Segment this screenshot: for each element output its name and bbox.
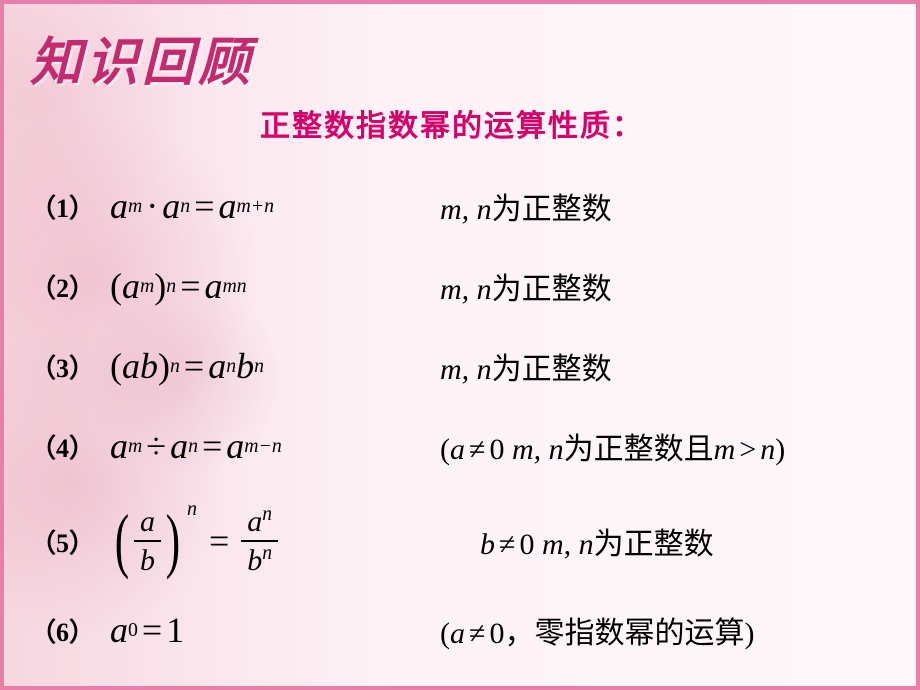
cond-vars: m, n [512,433,564,466]
page-title: 知识回顾 [30,20,890,95]
var-a: a [170,428,188,464]
exp-n: n [262,504,272,525]
var-a: a [122,268,140,304]
formula-6: a0 = 1 [110,612,440,648]
condition-1: m, n为正整数 [440,184,890,228]
var-a: a [205,268,223,304]
var-b: b [247,544,262,577]
zero: 0 [489,433,504,466]
rule-row-5: （5） ( a b ) n = an bn b≠0 m, [30,493,890,589]
rule-row-4: （4） am ÷ an = am−n (a≠0 m, n为正整数且m>n) [30,413,890,479]
var-a: a [247,505,262,538]
cond-vars: m, n [440,353,492,386]
frac-num: a [134,505,161,540]
cond-text: 为正整数 [594,528,714,561]
var-ab: ab [122,348,158,384]
paren-close: ) [154,268,166,304]
one: 1 [166,612,184,648]
neq: ≠ [465,433,489,466]
paren-open: ( [110,348,122,384]
condition-5: b≠0 m, n为正整数 [440,519,890,563]
gt: > [735,433,760,466]
paren-open: ( [440,433,450,466]
paren-open: ( [110,268,122,304]
var-a: a [110,188,128,224]
equals: = [190,188,218,224]
formula-2: (am)n = amn [110,268,440,304]
rule-row-6: （6） a0 = 1 (a≠0，零指数幂的运算) [30,597,890,663]
var-a: a [226,428,244,464]
comma: ， [504,617,534,650]
frac-den: b [134,540,161,577]
div-op: ÷ [142,428,170,464]
row-number: （6） [30,612,110,649]
var-a: a [162,188,180,224]
equals: = [138,612,166,648]
row-number: （5） [30,523,110,560]
condition-2: m, n为正整数 [440,264,890,308]
exp-n: n [262,543,272,564]
formula-5: ( a b ) n = an bn [110,505,440,577]
neq: ≠ [465,617,489,650]
equals: = [176,268,204,304]
exp-n: n [187,499,197,519]
var-a: a [110,612,128,648]
formula-1: am · an = am+n [110,188,440,224]
row-number: （2） [30,268,110,305]
row-number: （3） [30,348,110,385]
dot-op: · [142,188,162,224]
slide-content: 知识回顾 正整数指数幂的运算性质： （1） am · an = am+n m, … [0,0,920,690]
cond-text: 零指数幂的运算 [534,617,744,650]
rule-row-3: （3） (ab)n = anbn m, n为正整数 [30,333,890,399]
equals: = [180,348,208,384]
var-a: a [219,188,237,224]
fraction-ab: a b [134,505,161,577]
var-n: n [760,433,775,466]
var-b: b [480,528,495,561]
zero: 0 [489,617,504,650]
paren-close: ) [744,617,754,650]
zero: 0 [519,528,534,561]
fraction-result: an bn [241,505,278,577]
cond-text: 为正整数 [492,273,612,306]
neq: ≠ [495,528,519,561]
var-a: a [110,428,128,464]
cond-vars: m, n [440,273,492,306]
cond-text: 为正整数 [492,353,612,386]
var-a: a [208,348,226,384]
space [504,433,512,466]
var-m: m [714,433,736,466]
page-subtitle: 正整数指数幂的运算性质： [260,101,890,145]
condition-4: (a≠0 m, n为正整数且m>n) [440,424,890,468]
formula-3: (ab)n = anbn [110,348,440,384]
equals: = [197,523,241,559]
rule-row-2: （2） (am)n = amn m, n为正整数 [30,253,890,319]
cond-text: 为正整数且 [564,433,714,466]
big-paren: ( a b ) [110,505,185,577]
rule-row-1: （1） am · an = am+n m, n为正整数 [30,173,890,239]
formula-4: am ÷ an = am−n [110,428,440,464]
cond-vars: m, n [440,193,492,226]
row-number: （4） [30,428,110,465]
space [534,528,542,561]
condition-3: m, n为正整数 [440,344,890,388]
condition-6: (a≠0，零指数幂的运算) [440,608,890,652]
paren-open: ( [440,617,450,650]
equals: = [198,428,226,464]
paren-close: ) [158,348,170,384]
paren-close: ) [775,433,785,466]
row-number: （1） [30,188,110,225]
cond-vars: m, n [542,528,594,561]
cond-text: 为正整数 [492,193,612,226]
var-a: a [450,617,465,650]
var-b: b [236,348,254,384]
var-a: a [450,433,465,466]
